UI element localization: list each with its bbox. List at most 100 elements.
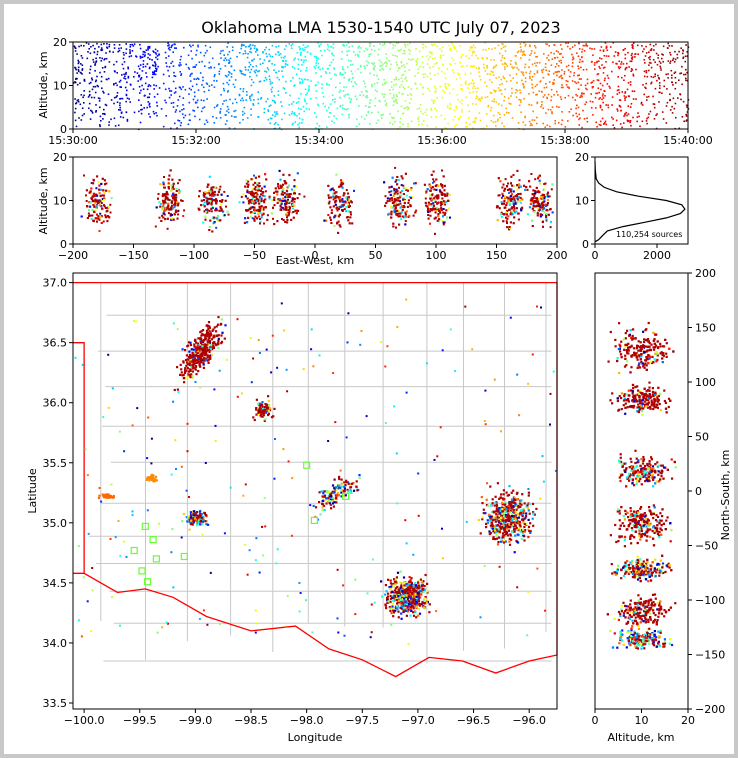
time-altitude-point (408, 102, 411, 104)
time-altitude-point (581, 51, 583, 53)
time-altitude-point (549, 125, 551, 128)
time-altitude-point (318, 125, 321, 127)
east-west-point (255, 200, 258, 203)
time-altitude-point (520, 49, 523, 51)
east-west-point (155, 206, 158, 209)
time-altitude-point (317, 57, 320, 60)
time-altitude-point (152, 64, 155, 67)
time-altitude-point (305, 102, 308, 105)
time-altitude-point (441, 96, 444, 99)
time-altitude-point (554, 66, 557, 68)
time-altitude-point (396, 64, 398, 66)
time-altitude-point (518, 104, 521, 107)
time-altitude-point (575, 82, 578, 85)
time-altitude-point (334, 101, 336, 103)
time-altitude-point (403, 64, 405, 66)
time-altitude-point (173, 75, 175, 77)
time-altitude-point (226, 75, 228, 78)
time-altitude-point (116, 95, 118, 97)
time-altitude-point (655, 52, 658, 55)
time-altitude-point (167, 47, 170, 50)
time-axis-tick-label: 15:38:00 (540, 134, 589, 147)
east-west-point (542, 201, 545, 204)
east-west-point (538, 203, 541, 206)
east-west-point (410, 187, 413, 190)
east-west-point (431, 181, 434, 184)
time-altitude-point (167, 55, 170, 57)
time-altitude-point (93, 51, 96, 54)
time-altitude-point (595, 121, 597, 124)
time-altitude-point (134, 71, 136, 73)
east-west-point (164, 201, 167, 204)
time-altitude-point (374, 97, 377, 100)
time-altitude-point (422, 93, 424, 95)
east-west-point (393, 204, 396, 207)
plan-view-point (186, 374, 190, 377)
time-altitude-point (300, 108, 302, 110)
time-altitude-point (278, 70, 280, 72)
time-altitude-point (190, 88, 192, 91)
time-altitude-point (92, 58, 94, 61)
time-altitude-point (315, 97, 318, 99)
time-altitude-point (659, 62, 662, 64)
time-altitude-point (667, 42, 669, 45)
time-altitude-point (291, 43, 294, 45)
east-west-point (172, 182, 175, 185)
time-altitude-point (183, 46, 185, 49)
time-altitude-point (251, 59, 253, 62)
east-west-point (396, 176, 399, 178)
time-altitude-point (406, 62, 408, 65)
east-west-point (276, 220, 279, 223)
east-west-point (399, 200, 401, 203)
time-altitude-point (404, 43, 406, 46)
time-altitude-point (290, 47, 293, 49)
east-west-point (394, 166, 397, 169)
time-altitude-point (273, 64, 276, 66)
east-west-point (174, 196, 177, 199)
time-altitude-point (147, 101, 150, 103)
time-altitude-point (654, 73, 656, 75)
time-altitude-point (645, 82, 647, 85)
time-altitude-point (400, 48, 402, 51)
time-altitude-point (73, 82, 75, 84)
time-altitude-point (78, 61, 80, 63)
east-west-point (391, 176, 394, 179)
time-altitude-point (557, 70, 559, 73)
east-west-point (278, 198, 281, 201)
time-altitude-point (629, 84, 632, 86)
time-altitude-point (450, 57, 453, 59)
time-altitude-point (624, 74, 626, 77)
east-west-point (90, 187, 93, 190)
east-west-point (330, 222, 333, 224)
east-west-point (258, 189, 261, 192)
time-altitude-point (240, 47, 242, 50)
east-west-point (245, 209, 248, 212)
time-altitude-point (661, 111, 664, 113)
time-altitude-point (227, 42, 229, 44)
time-altitude-point (108, 43, 111, 46)
time-altitude-point (208, 89, 210, 92)
time-altitude-point (384, 43, 386, 45)
time-altitude-point (631, 56, 634, 58)
east-west-point (284, 196, 287, 199)
east-west-point (501, 186, 504, 189)
east-west-point (212, 222, 215, 225)
time-altitude-point (429, 72, 431, 75)
time-altitude-point (254, 45, 256, 47)
time-altitude-point (586, 78, 589, 81)
time-altitude-point (453, 46, 455, 48)
time-altitude-point (597, 79, 600, 82)
time-altitude-point (637, 112, 639, 114)
time-altitude-point (511, 87, 513, 90)
time-altitude-point (662, 118, 665, 120)
east-west-point (165, 195, 168, 198)
time-altitude-point (102, 118, 104, 120)
time-altitude-point (302, 61, 305, 64)
time-altitude-point (251, 93, 253, 96)
time-altitude-point (144, 82, 147, 85)
time-altitude-point (607, 77, 610, 79)
time-altitude-point (541, 90, 543, 93)
time-altitude-point (401, 93, 403, 95)
time-altitude-point (494, 65, 497, 68)
east-west-point (508, 191, 510, 194)
